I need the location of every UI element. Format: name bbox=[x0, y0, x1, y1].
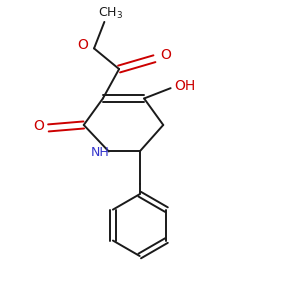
Text: O: O bbox=[160, 48, 171, 62]
Text: O: O bbox=[77, 38, 88, 52]
Text: O: O bbox=[34, 119, 44, 134]
Text: CH$_3$: CH$_3$ bbox=[98, 6, 123, 21]
Text: NH: NH bbox=[91, 146, 109, 159]
Text: OH: OH bbox=[174, 79, 195, 93]
